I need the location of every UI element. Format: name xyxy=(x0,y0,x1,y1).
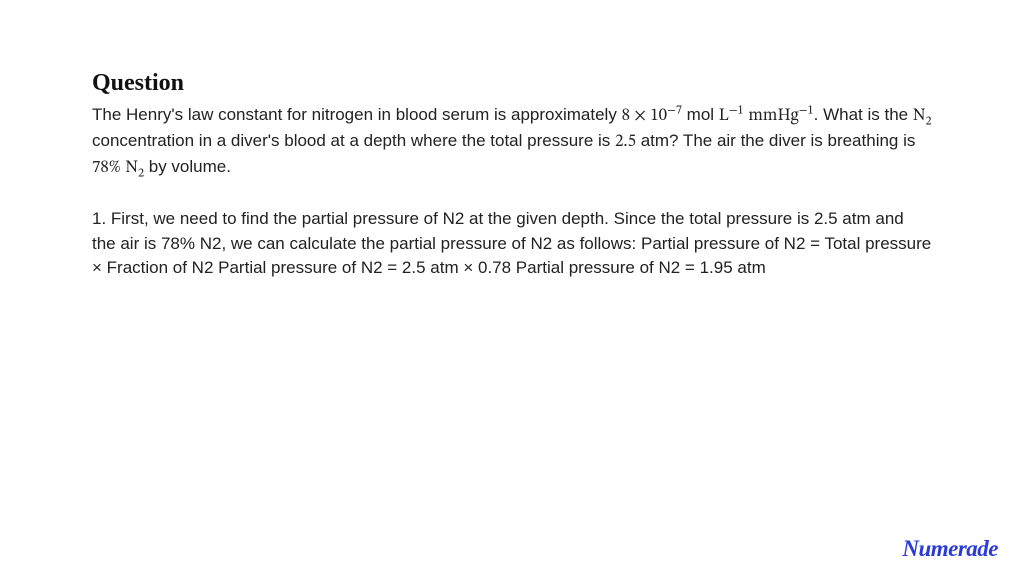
q-pressure: 2.5 xyxy=(615,134,636,151)
q-text-3: . What is the xyxy=(814,105,913,124)
q-n2-sym: N xyxy=(913,108,926,125)
content-area: Question The Henry's law constant for ni… xyxy=(0,0,1024,280)
q-text-7: by volume. xyxy=(144,157,231,176)
q-text-2: mol xyxy=(682,105,719,124)
question-body: The Henry's law constant for nitrogen in… xyxy=(92,103,932,181)
q-const-coeff: 8 xyxy=(622,108,630,125)
q-text-5: atm? The air the diver is breathing is xyxy=(636,131,915,150)
q-text-1: The Henry's law constant for nitrogen in… xyxy=(92,105,622,124)
q-unit-mmHg: mmHg xyxy=(748,108,798,125)
answer-step-1: 1. First, we need to find the partial pr… xyxy=(92,207,932,279)
q-unit-L: L xyxy=(719,108,729,125)
q-unit-mmHg-exp: −1 xyxy=(799,104,814,116)
q-n2-sub: 2 xyxy=(925,115,931,127)
q-percent: 78% xyxy=(92,160,121,177)
question-heading: Question xyxy=(92,70,932,97)
q-n2b-sym: N xyxy=(125,160,138,177)
numerade-logo: Numerade xyxy=(902,536,998,562)
q-times: × xyxy=(630,108,650,125)
q-text-4: concentration in a diver's blood at a de… xyxy=(92,131,615,150)
q-unit-L-exp: −1 xyxy=(729,104,744,116)
q-const-base: 10 xyxy=(650,108,667,125)
q-const-exp: −7 xyxy=(667,104,682,116)
